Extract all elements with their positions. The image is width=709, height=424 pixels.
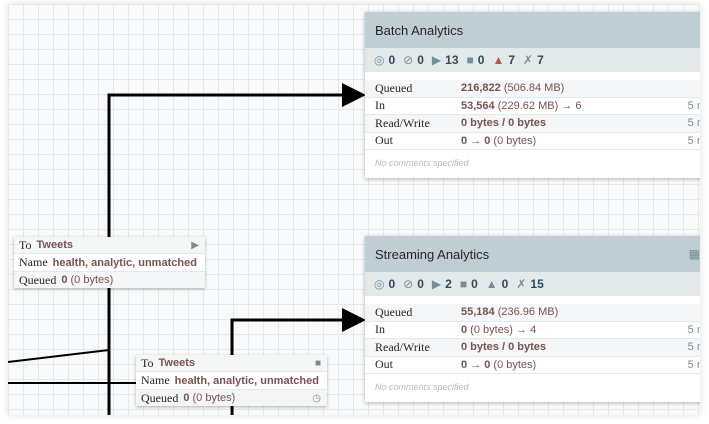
connection-path — [8, 349, 110, 363]
stat-label: In — [375, 322, 385, 337]
process-group-batch-analytics[interactable]: Batch Analytics ◎ 0 ⊘ 0 ▶ 13 ■ 0 ▲ 7 ✗ 7 Queue… — [365, 12, 700, 178]
disabled-count: 15 — [530, 277, 544, 291]
name-label: Name — [141, 373, 170, 387]
connection-label[interactable]: To Tweets ■ Name health, analytic, unmatche… — [136, 355, 327, 406]
disabled-icon: ✗ — [523, 53, 534, 67]
disabled-count: 7 — [537, 53, 544, 67]
connection-name: health, analytic, unmatched — [52, 256, 197, 269]
warning-icon: ▲ — [492, 53, 505, 67]
stat-window: 5 m — [687, 358, 700, 371]
not-transmitting-icon: ⊘ — [403, 277, 414, 291]
connection-label[interactable]: To Tweets ▶ Name health, analytic, unmatche… — [14, 237, 205, 288]
process-group-header[interactable]: Batch Analytics — [365, 12, 700, 48]
flow-canvas[interactable]: Batch Analytics ◎ 0 ⊘ 0 ▶ 13 ■ 0 ▲ 7 ✗ 7 Queue… — [8, 4, 700, 415]
name-label: Name — [19, 255, 48, 269]
stopped-count: 0 — [477, 53, 485, 67]
stat-row: In 53,564 (229.62 MB) → 6 5 m — [365, 98, 700, 115]
process-group-name: Streaming Analytics — [375, 246, 490, 262]
stat-row: Out 0 → 0 (0 bytes) 5 m — [365, 133, 700, 150]
stat-value: 53,564 (229.62 MB) → 6 — [461, 99, 582, 112]
invalid-count: 0 — [501, 277, 509, 291]
running-icon: ▶ — [431, 53, 442, 67]
stat-label: In — [375, 98, 385, 113]
disabled-icon: ✗ — [516, 277, 527, 291]
destination-name: Tweets — [36, 239, 73, 251]
stat-value: 55,184 (236.96 MB) — [461, 306, 559, 319]
stat-window: 5 m — [687, 341, 700, 354]
comments: No comments specified — [375, 382, 469, 392]
comments: No comments specified — [375, 158, 469, 168]
status-bar: ◎ 0 ⊘ 0 ▶ 13 ■ 0 ▲ 7 ✗ 7 — [365, 48, 700, 72]
queued-label: Queued — [19, 272, 57, 287]
to-label: To — [19, 237, 32, 252]
stat-window: 5 m — [687, 134, 700, 147]
destination-name: Tweets — [158, 357, 195, 369]
stat-window: 5 m — [687, 117, 700, 130]
stat-window: 5 m — [687, 323, 700, 336]
clock-icon: ◷ — [312, 392, 321, 404]
stopped-count: 0 — [471, 277, 478, 291]
transmitting-count: 0 — [388, 277, 396, 291]
running-count: 13 — [445, 53, 459, 67]
status-bar: ◎ 0 ⊘ 0 ▶ 2 ■ 0 ▲ 0 ✗ 15 — [365, 272, 700, 296]
invalid-count: 7 — [508, 53, 516, 67]
queued-value: 0 (0 bytes) — [183, 392, 236, 404]
stat-value: 0 bytes / 0 bytes — [461, 341, 546, 354]
not-transmitting-icon: ⊘ — [403, 53, 414, 67]
warning-icon: ▲ — [485, 277, 498, 291]
process-group-name: Batch Analytics — [375, 22, 464, 38]
stat-row: Queued 55,184 (236.96 MB) — [365, 304, 700, 322]
stop-icon: ■ — [314, 357, 321, 369]
process-group-streaming-analytics[interactable]: Streaming Analytics ▦ ◎ 0 ⊘ 0 ▶ 2 ■ 0 ▲ 0 ✗ 15 … — [365, 236, 700, 402]
to-label: To — [141, 355, 154, 370]
stat-row: Read/Write 0 bytes / 0 bytes 5 m — [365, 339, 700, 357]
stat-label: Queued — [375, 304, 413, 319]
stopped-icon: ■ — [466, 53, 474, 67]
stat-row: Read/Write 0 bytes / 0 bytes 5 m — [365, 115, 700, 133]
transmitting-icon: ◎ — [374, 53, 385, 67]
stat-row: Out 0 → 0 (0 bytes) 5 m — [365, 357, 700, 374]
stat-value: 0 → 0 (0 bytes) — [461, 134, 537, 147]
stat-label: Read/Write — [375, 115, 430, 130]
grid-icon: ▦ — [688, 247, 700, 261]
running-count: 2 — [445, 277, 452, 291]
stat-window: 5 m — [687, 99, 700, 112]
stat-value: 216,822 (506.84 MB) — [461, 82, 565, 95]
stopped-icon: ■ — [459, 277, 468, 291]
transmitting-icon: ◎ — [374, 277, 385, 291]
connection-path — [107, 83, 366, 415]
stat-row: Queued 216,822 (506.84 MB) — [365, 80, 700, 98]
connection-name: health, analytic, unmatched — [174, 374, 319, 387]
stat-value: 0 (0 bytes) → 4 — [461, 323, 537, 336]
stat-value: 0 → 0 (0 bytes) — [461, 358, 537, 371]
stat-label: Read/Write — [375, 339, 430, 354]
not-transmitting-count: 0 — [417, 277, 424, 291]
play-icon: ▶ — [191, 239, 199, 251]
running-icon: ▶ — [431, 277, 442, 291]
not-transmitting-count: 0 — [417, 53, 424, 67]
stat-value: 0 bytes / 0 bytes — [461, 117, 546, 130]
transmitting-count: 0 — [388, 53, 396, 67]
queued-value: 0 (0 bytes) — [61, 274, 114, 286]
stat-label: Queued — [375, 80, 413, 95]
stat-row: In 0 (0 bytes) → 4 5 m — [365, 322, 700, 339]
process-group-header[interactable]: Streaming Analytics ▦ — [365, 236, 700, 272]
stat-label: Out — [375, 133, 393, 148]
queued-label: Queued — [141, 390, 179, 405]
stat-label: Out — [375, 357, 393, 372]
